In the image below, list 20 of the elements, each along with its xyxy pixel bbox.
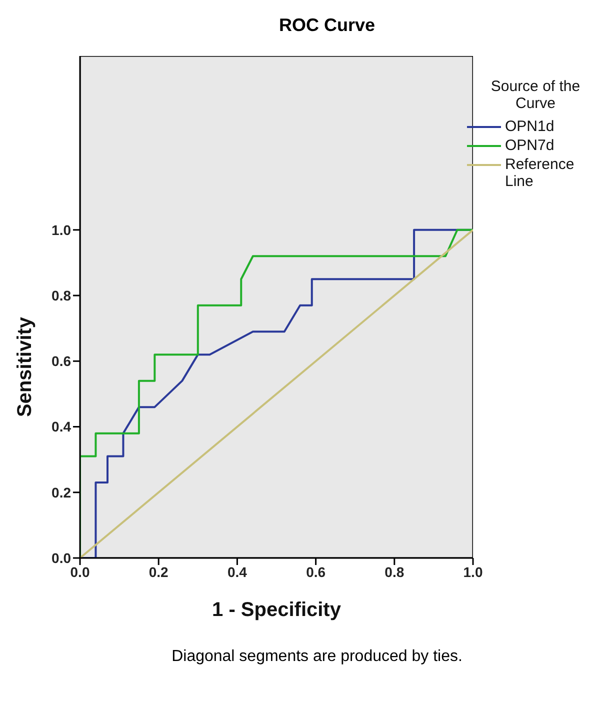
x-tick-label: 0.2 — [148, 564, 169, 580]
x-tick-label: 0.6 — [306, 564, 326, 580]
y-tick-label: 0.0 — [52, 550, 72, 566]
x-axis-title: 1 - Specificity — [212, 599, 342, 621]
y-tick-label: 0.2 — [52, 484, 72, 500]
legend-label: OPN7d — [505, 137, 554, 154]
y-tick-label: 0.6 — [52, 353, 72, 370]
x-tick-label: 0.0 — [70, 564, 90, 580]
x-tick-label: 0.4 — [227, 564, 248, 580]
x-tick-label: 0.8 — [384, 564, 404, 580]
legend-label: OPN1d — [505, 118, 554, 135]
y-tick-label: 0.8 — [52, 287, 72, 304]
x-tick-label: 1.0 — [463, 564, 483, 580]
chart-title: ROC Curve — [278, 14, 376, 37]
text: Diagonal segments are produced by ties. — [170, 648, 464, 666]
legend-label: Reference Line — [505, 156, 576, 190]
y-tick-label: 0.4 — [52, 418, 72, 435]
legend-title: Source of the Curve — [490, 78, 582, 112]
y-tick-label: 1.0 — [52, 222, 72, 238]
y-axis-title: Sensitivity — [14, 316, 36, 417]
